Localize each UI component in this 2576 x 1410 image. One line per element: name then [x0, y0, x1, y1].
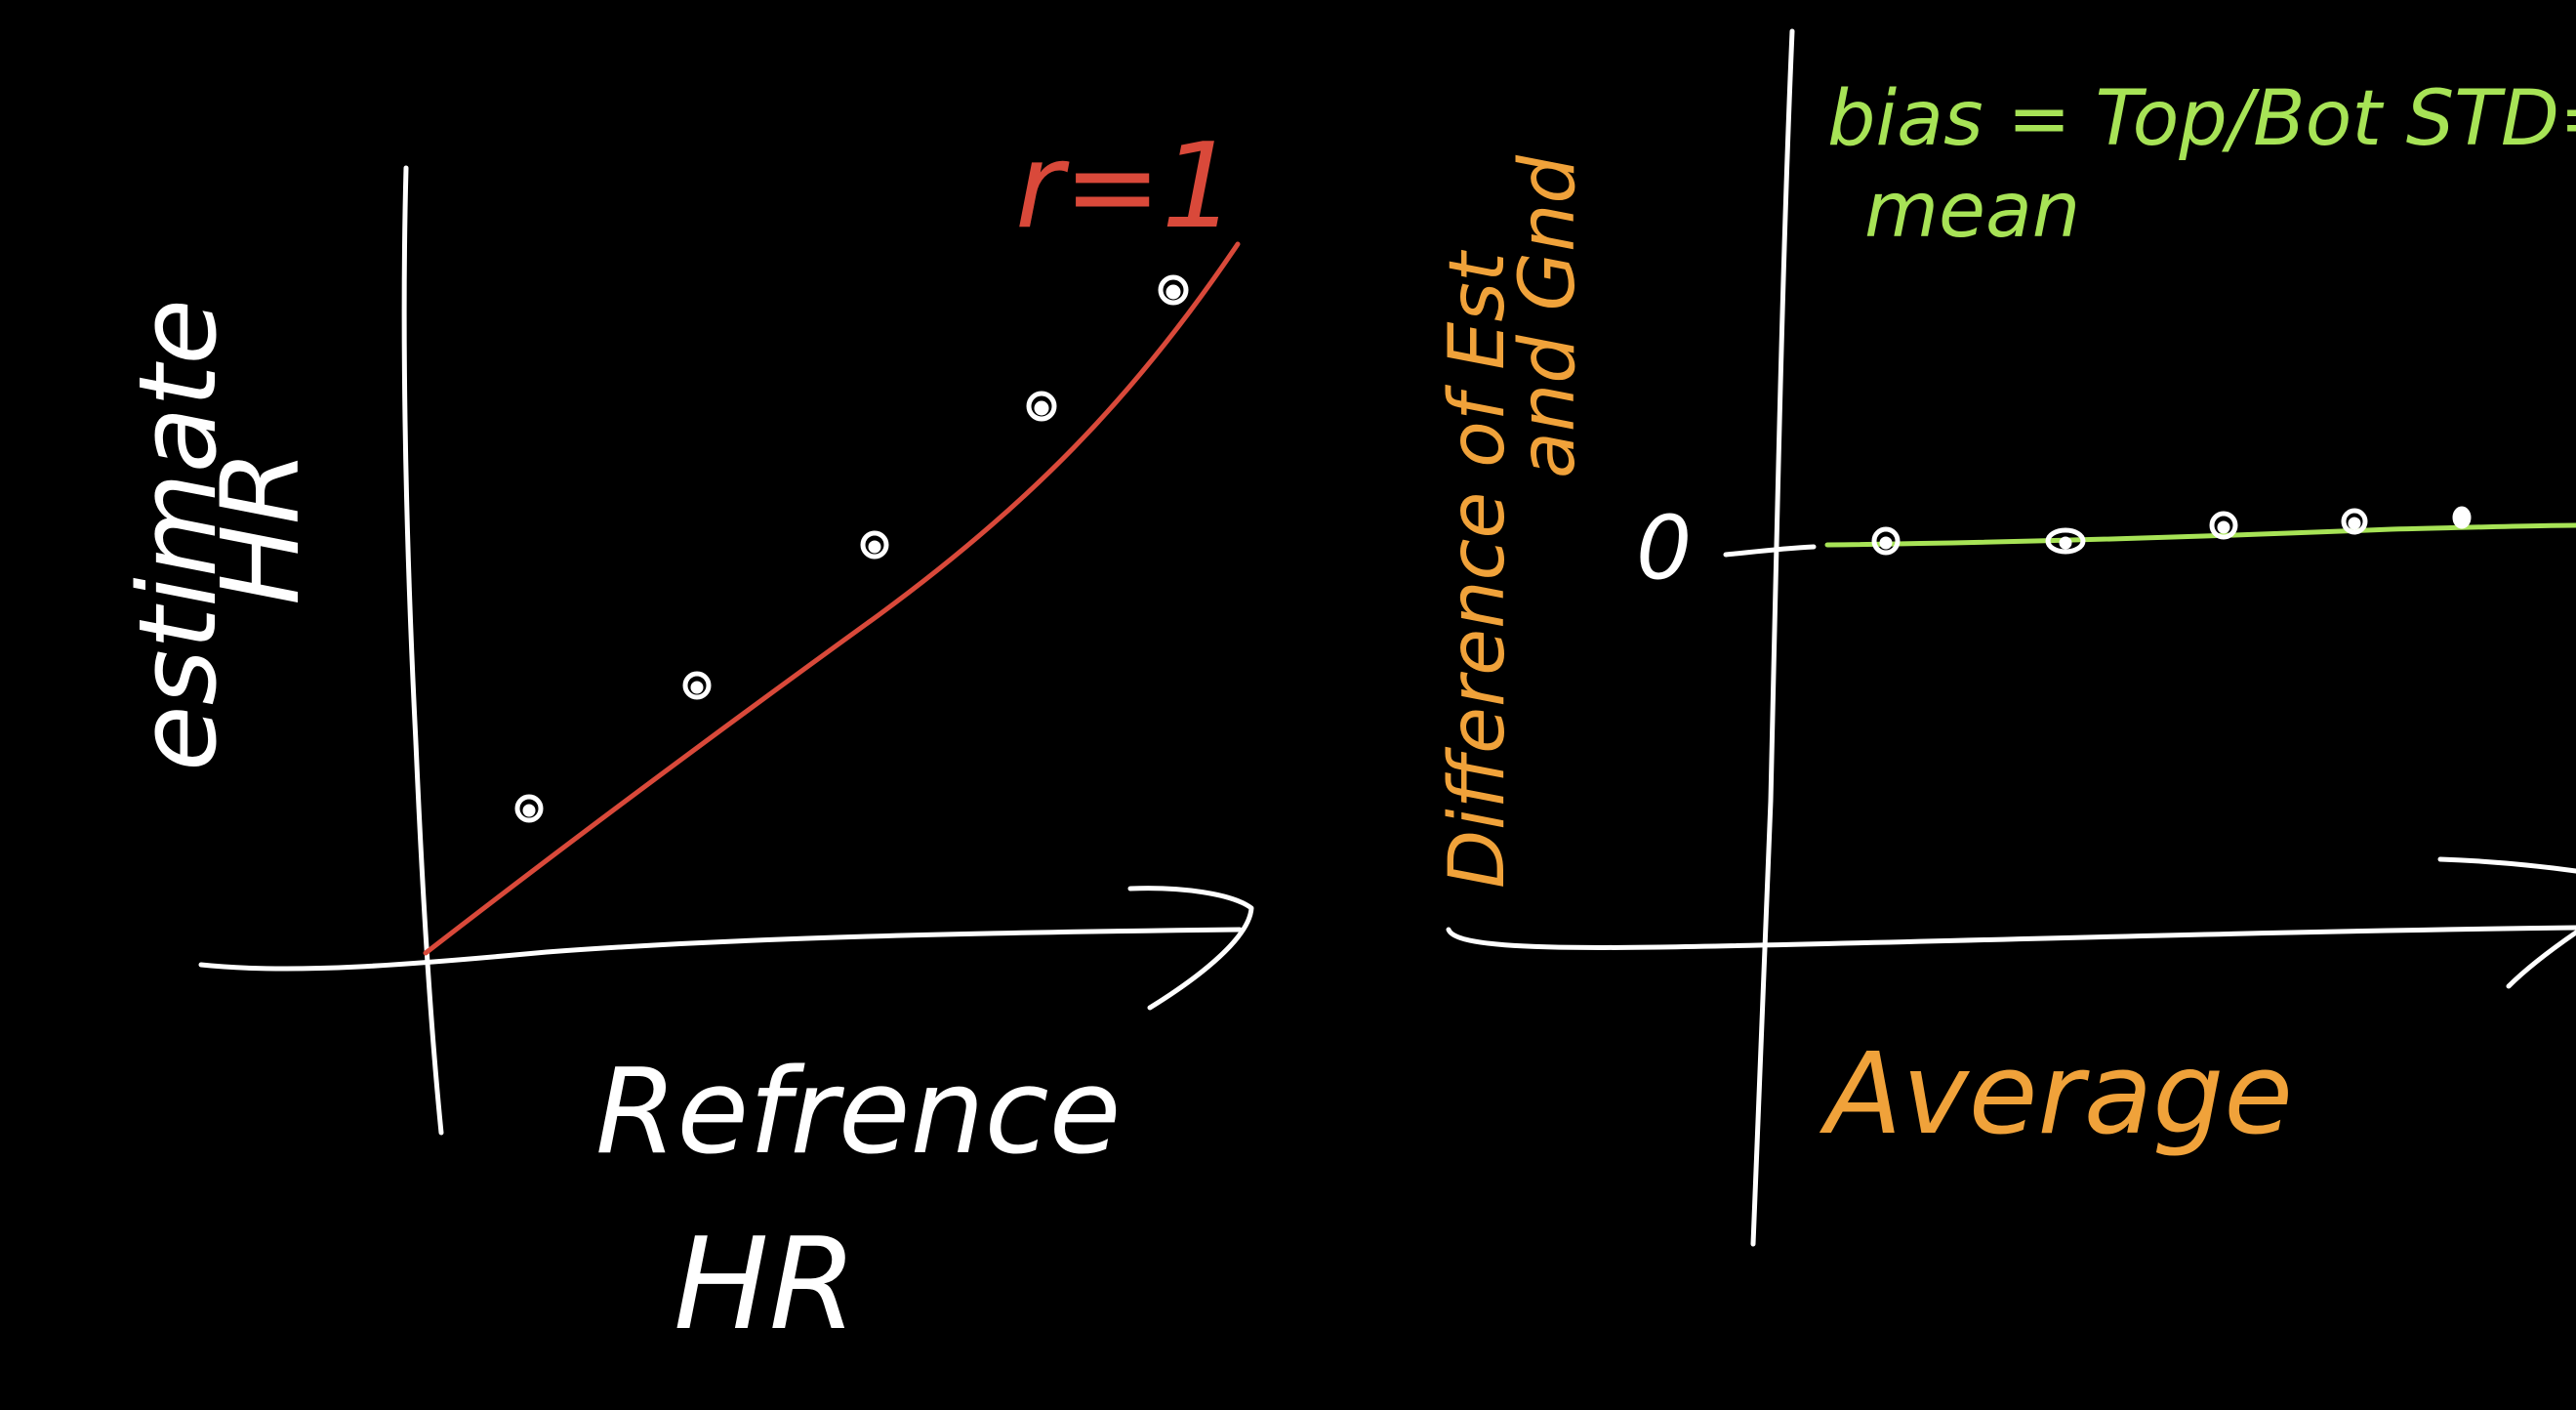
left-scatter-plot: r=1 estimate HR Refrence HR: [115, 119, 1254, 1358]
right-y-axis-label: Difference of Est: [1434, 250, 1522, 889]
left-y-axis-label: estimate: [115, 299, 240, 771]
right-x-axis-label: Average: [1819, 1029, 2293, 1160]
data-point: [2452, 506, 2472, 529]
data-point: [1158, 274, 1189, 306]
data-point: [514, 794, 544, 823]
left-x-axis-unit: HR: [674, 1210, 857, 1358]
bias-note: bias = Top/Bot STD=: [1827, 75, 2576, 163]
data-point: [860, 530, 889, 560]
bias-note-mean: mean: [1864, 167, 2080, 255]
left-x-axis-label: Refrence: [595, 1045, 1121, 1181]
data-point: [2209, 511, 2238, 540]
right-bland-altman-plot: 0 Difference of Est and Gnd Averag: [1434, 28, 2576, 1247]
data-point: [2341, 508, 2368, 535]
data-point: [1026, 391, 1057, 422]
right-y-axis-label-line2: and Gnd: [1504, 155, 1592, 478]
zero-tick: [1723, 544, 1817, 558]
left-data-points: [514, 274, 1189, 823]
identity-fit-line: [423, 241, 1241, 956]
left-x-axis: [198, 927, 1243, 972]
right-x-axis: [1446, 925, 2576, 950]
left-y-axis: [401, 165, 444, 1136]
left-y-axis-unit: HR: [198, 450, 323, 605]
right-data-points: [1871, 506, 2472, 556]
right-y-axis: [1750, 28, 1795, 1247]
zero-label: 0: [1636, 497, 1692, 600]
data-point: [682, 671, 712, 700]
left-x-axis-arrowhead: [1127, 886, 1254, 1011]
fit-label: r=1: [1015, 119, 1236, 255]
bias-mean-line: [1824, 522, 2576, 548]
right-x-axis-arrowhead: [2437, 856, 2576, 989]
data-point: [2045, 527, 2086, 555]
data-point: [1871, 526, 1901, 556]
